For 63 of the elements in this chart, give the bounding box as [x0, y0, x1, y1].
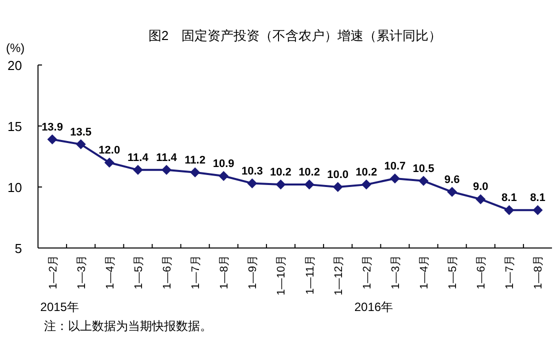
text: 2015年: [40, 300, 79, 314]
x-tick-label: 1—9月: [247, 255, 260, 290]
text: 2016年: [354, 300, 394, 314]
x-tick-label: 1—12月: [332, 255, 345, 296]
data-label: 10.3: [241, 165, 263, 178]
point: [162, 164, 172, 175]
chart-title: 图2 固定资产投资（不含农户）增速（累计同比）: [148, 28, 442, 43]
y-tick-label: 20: [8, 58, 22, 73]
x-tick-label: 1—7月: [190, 255, 202, 290]
x-tick-label: 1—5月: [132, 255, 145, 290]
data-label: 13.9: [42, 121, 63, 134]
x-tick-label: 1—6月: [476, 255, 488, 290]
x-tick-label: 1—10月: [276, 255, 288, 296]
data-label: 9.6: [444, 174, 460, 186]
x-tick-label: 1—2月: [47, 255, 60, 290]
point: [390, 173, 400, 184]
point: [447, 186, 458, 197]
x-tick-label: 1—3月: [390, 255, 402, 290]
x-tick-label: 1—6月: [162, 255, 174, 290]
y-axis-title: (%): [6, 41, 25, 55]
x-tick-label: 1—4月: [104, 255, 116, 290]
x-tick-label: 1—3月: [76, 255, 88, 290]
data-label: 13.5: [70, 126, 92, 138]
x-tick-label: 1—2月: [361, 255, 374, 290]
y-tick-label: 15: [8, 119, 22, 134]
point: [304, 180, 314, 190]
data-label: 10.2: [356, 166, 378, 179]
point: [276, 180, 286, 190]
x-tick-label: 1—11月: [304, 255, 316, 295]
data-label: 12.0: [98, 144, 120, 157]
y-tick-label: 10: [8, 180, 22, 195]
point: [218, 171, 229, 182]
data-label: 10.2: [270, 166, 292, 179]
point: [132, 164, 143, 175]
x-tick-label: 1—5月: [447, 255, 460, 290]
point: [104, 158, 114, 168]
data-label: 8.1: [530, 192, 546, 204]
data-label: 8.1: [502, 192, 517, 204]
point: [47, 134, 58, 144]
data-label: 11.4: [128, 152, 150, 164]
x-tick-label: 1—7月: [504, 255, 516, 290]
x-tick-label: 1—8月: [218, 255, 231, 290]
x-tick-label: 1—8月: [532, 255, 545, 290]
data-label: 11.4: [156, 152, 178, 164]
point: [532, 205, 543, 216]
point: [247, 178, 258, 188]
point: [332, 182, 343, 192]
data-label: 10.7: [384, 160, 406, 172]
data-label: 11.2: [184, 154, 206, 166]
point: [76, 139, 86, 150]
data-label: 10.0: [327, 169, 349, 181]
data-label: 10.9: [212, 158, 234, 170]
point: [361, 180, 372, 190]
point: [418, 176, 428, 186]
point: [190, 167, 200, 178]
data-label: 10.2: [298, 166, 320, 179]
x-tick-label: 1—4月: [418, 255, 430, 290]
data-label: 9.0: [472, 181, 488, 194]
data-label: 10.5: [412, 162, 434, 175]
text: 注：以上数据为当期快报数据。: [44, 319, 212, 333]
point: [476, 194, 486, 204]
y-tick-label: 5: [14, 241, 22, 256]
point: [504, 205, 514, 216]
